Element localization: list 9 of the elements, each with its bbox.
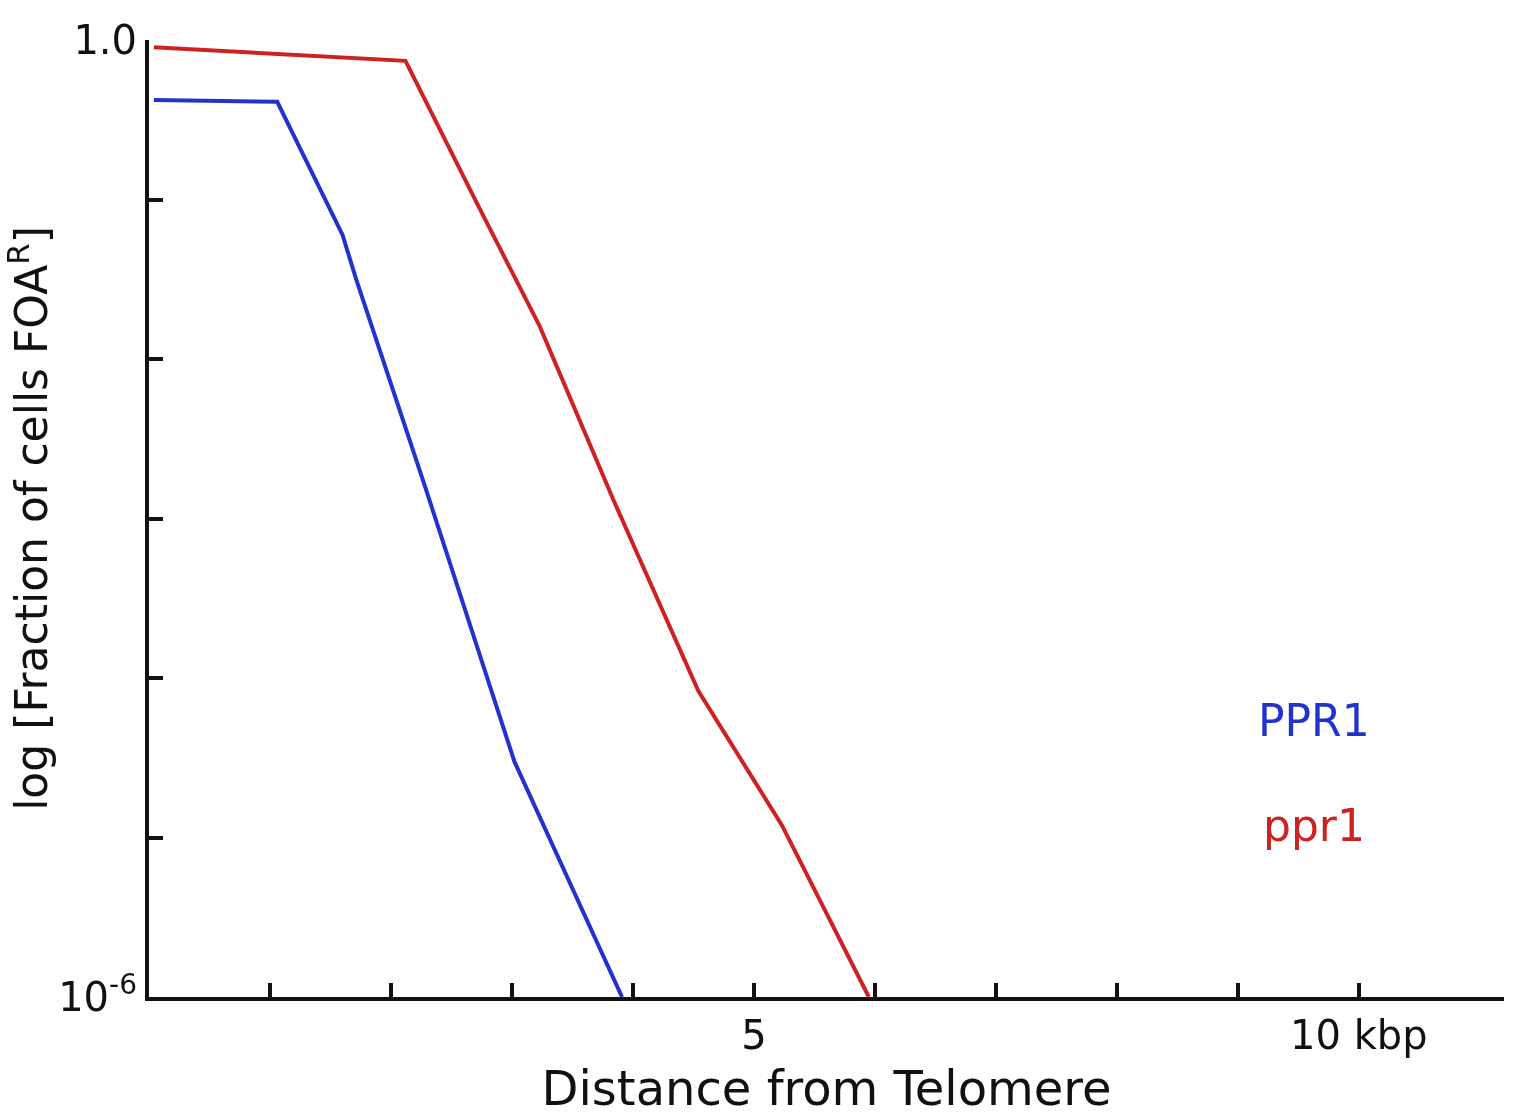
y-tick-label: 1.0	[73, 17, 137, 63]
line-series	[151, 45, 871, 997]
y-tick-label: 10$^{-6}$	[58, 968, 137, 1020]
text: PPR1	[1258, 695, 1370, 746]
text: ppr1	[1263, 800, 1365, 851]
x-axis-title: Distance from Telomere	[541, 1059, 1112, 1116]
line-series	[151, 98, 625, 997]
x-tick-label: 10 kbp	[1290, 1012, 1428, 1058]
x-tick-label: 5	[741, 1012, 767, 1058]
